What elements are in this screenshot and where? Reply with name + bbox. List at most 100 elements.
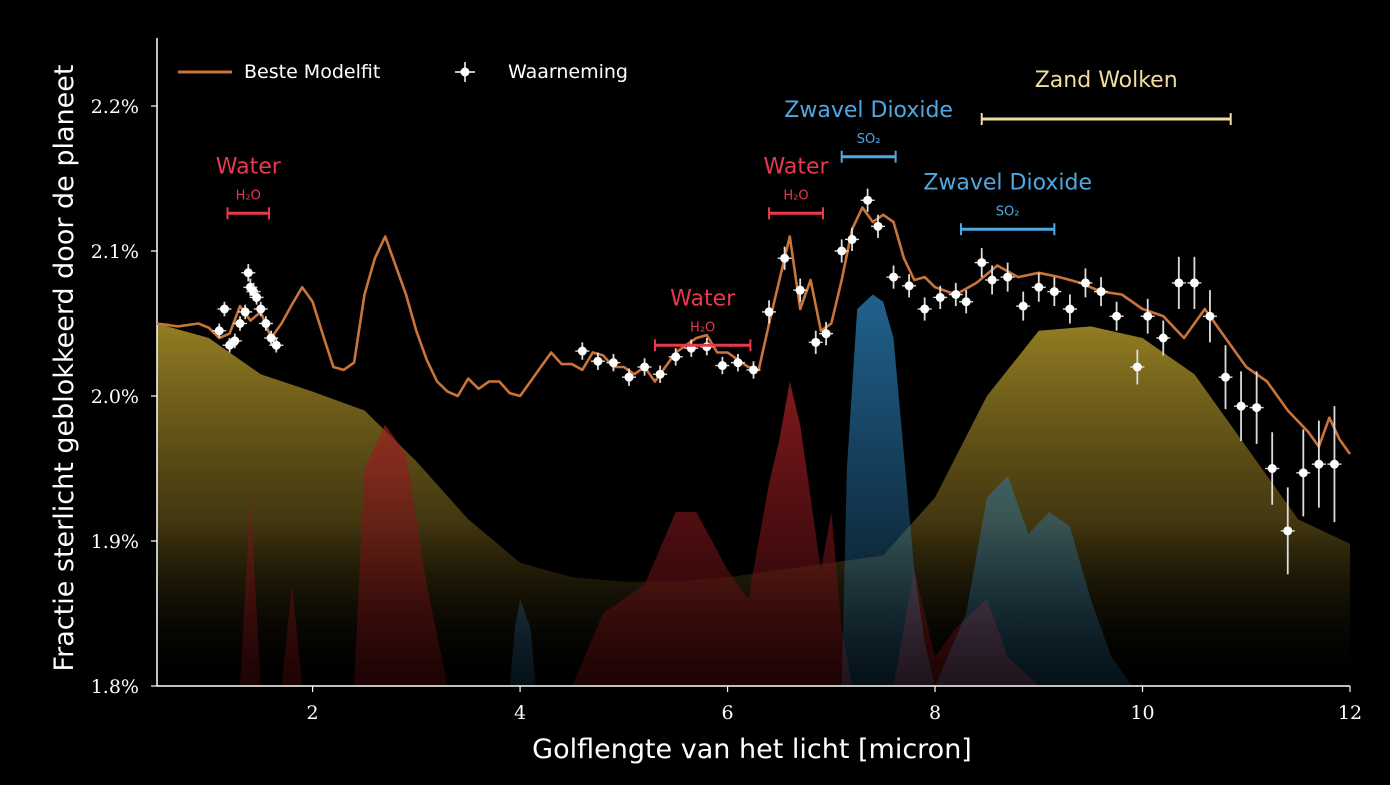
water-contribution-area (157, 381, 1350, 686)
observation-point (684, 339, 699, 357)
observation-marker (795, 285, 805, 295)
observation-marker (1205, 311, 1215, 321)
observation-marker (577, 346, 587, 356)
annotation-label: Water (670, 286, 736, 311)
annotation-water2: Water H₂O (653, 286, 752, 352)
observation-marker (256, 304, 266, 314)
observation-point (238, 304, 253, 320)
observation-point (253, 301, 268, 317)
observation-marker (655, 369, 665, 379)
annotation-formula: SO₂ (857, 132, 881, 147)
observation-point (959, 290, 974, 314)
observation-marker (240, 307, 250, 317)
observation-marker (219, 304, 229, 314)
observation-marker (780, 253, 790, 263)
observation-point (793, 278, 808, 302)
observation-marker (1018, 301, 1028, 311)
observation-point (1000, 262, 1015, 292)
observation-point (1031, 272, 1046, 302)
observation-point (845, 227, 860, 251)
observation-point (212, 323, 227, 338)
observation-marker (1132, 362, 1142, 372)
observation-marker (961, 297, 971, 307)
observation-marker (847, 234, 857, 244)
x-tick-label: 10 (1130, 702, 1154, 724)
observation-point (777, 246, 792, 270)
observation-marker (243, 268, 253, 278)
annotation-water3: Water H₂O (764, 154, 830, 220)
observation-point (249, 290, 264, 305)
legend: Beste Modelfit Waarneming (178, 61, 628, 83)
contribution-fills (157, 294, 1350, 686)
observation-marker (1283, 526, 1293, 536)
observation-point (1062, 294, 1077, 324)
observation-marker (1049, 287, 1059, 297)
observation-marker (1221, 372, 1231, 382)
observation-marker (935, 292, 945, 302)
observation-point (762, 300, 777, 324)
annotation-formula: SO₂ (996, 204, 1020, 219)
observation-marker (266, 333, 276, 343)
annotation-label: Water (764, 154, 830, 179)
observation-marker (261, 319, 271, 328)
annotation-label: Water (216, 154, 282, 179)
observation-point (590, 352, 605, 370)
x-tick-label: 8 (929, 702, 941, 724)
observation-point (1218, 345, 1233, 410)
legend-obs-label: Waarneming (508, 61, 628, 83)
observation-point (1130, 349, 1145, 385)
y-tick-label: 2.2% (91, 96, 139, 118)
observation-point (1296, 429, 1311, 517)
observation-point (269, 338, 284, 353)
observation-marker (1143, 311, 1153, 321)
observation-point (746, 361, 761, 379)
observation-point (1156, 320, 1171, 356)
observation-point (1047, 277, 1062, 307)
observation-point (1187, 256, 1202, 309)
tick-labels: 2 4 6 8 10 12 1.8% 1.9% 2.0% 2.1% 2.2% (91, 96, 1362, 724)
observation-marker (1158, 333, 1168, 343)
observation-point (1109, 301, 1124, 331)
observation-point (886, 265, 901, 289)
observation-marker (671, 352, 681, 362)
observation-point (808, 330, 823, 354)
observation-point (715, 356, 730, 375)
y-tick-label: 1.9% (91, 531, 139, 553)
y-axis-title: Fractie sterlicht geblokkeerd door de pl… (49, 65, 80, 672)
observation-point (1311, 420, 1326, 508)
observation-point (985, 265, 1000, 295)
annotation-formula: H₂O (690, 320, 715, 335)
annotation-so2_1: Zwavel Dioxide SO₂ (784, 98, 953, 163)
observation-marker (811, 337, 821, 347)
observation-marker (863, 195, 873, 205)
observation-marker (904, 281, 914, 291)
observation-marker (951, 290, 961, 299)
observation-point (834, 239, 849, 263)
observation-marker (593, 356, 603, 366)
observation-point (1249, 371, 1264, 444)
observation-point (575, 342, 590, 360)
observation-marker (873, 221, 883, 231)
observation-point (241, 264, 256, 282)
observation-marker (733, 358, 743, 368)
annotation-label: Zwavel Dioxide (923, 170, 1092, 195)
observation-marker (235, 319, 245, 328)
observation-marker (1096, 287, 1106, 297)
observation-point (902, 274, 917, 298)
observation-marker (252, 292, 262, 302)
observation-point (217, 301, 232, 317)
observation-marker (764, 307, 774, 317)
observation-marker (1236, 401, 1246, 411)
observation-marker (977, 258, 987, 268)
annotation-formula: H₂O (236, 188, 261, 203)
observation-marker (1298, 468, 1308, 478)
axes (156, 38, 1350, 687)
observation-point (730, 353, 745, 372)
annotation-clouds: Zand Wolken (980, 68, 1232, 126)
observation-marker (1189, 278, 1199, 288)
observation-point (1280, 487, 1295, 575)
observation-marker (1329, 459, 1339, 469)
observation-marker (1252, 403, 1262, 413)
x-tick-label: 4 (514, 702, 526, 724)
annotation-water1: Water H₂O (216, 154, 282, 220)
